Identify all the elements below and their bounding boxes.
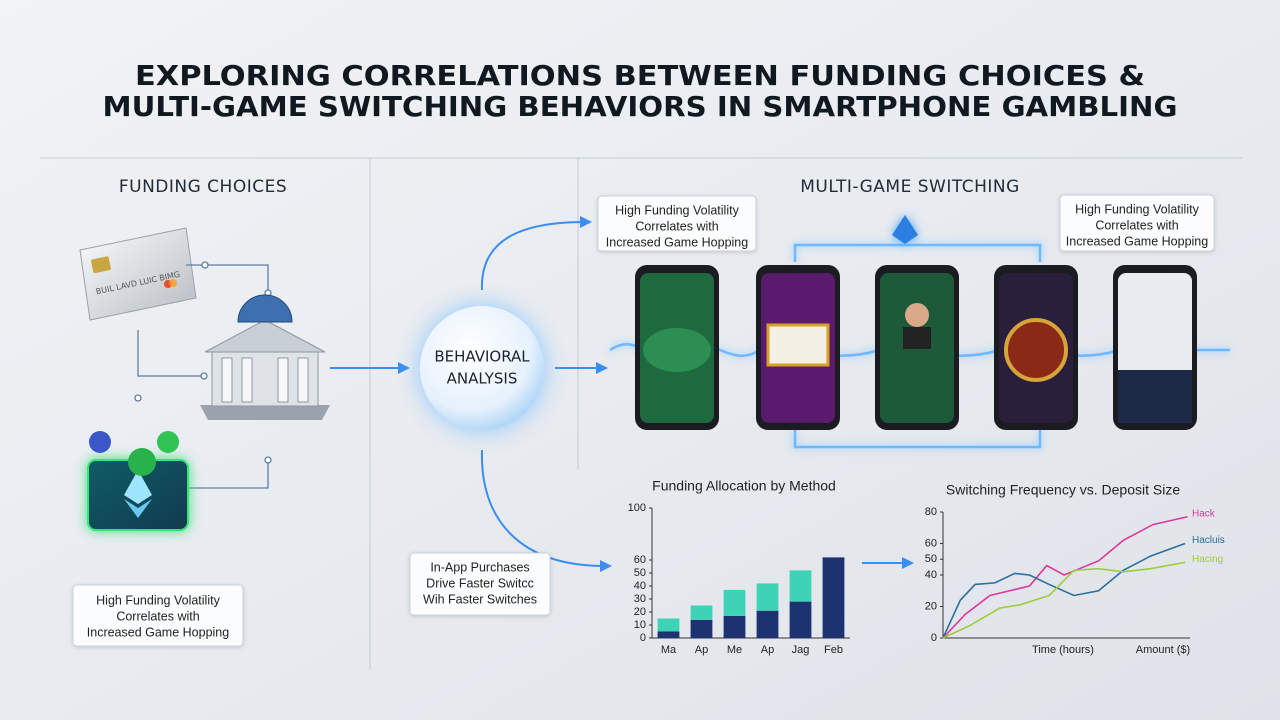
x-tick-label: Feb (824, 644, 843, 656)
x-axis-label: Amount ($) (1136, 644, 1190, 656)
y-tick-label: 60 (634, 554, 646, 566)
x-tick-label: Ma (661, 644, 677, 656)
arrow (480, 449, 606, 567)
x-tick-label: Jag (792, 644, 810, 656)
y-tick-label: 50 (925, 553, 937, 565)
bar-segment (789, 570, 812, 602)
y-tick-label: 50 (634, 567, 646, 579)
callout-box (72, 584, 244, 647)
y-tick-label: 20 (925, 600, 937, 612)
y-tick-label: 100 (628, 502, 646, 514)
y-tick-label: 20 (634, 606, 646, 618)
center-label: ANALYSIS (447, 370, 518, 388)
analysis-orb (420, 306, 544, 430)
callout-text: In-App Purchases (430, 560, 529, 574)
bar-segment (723, 589, 746, 616)
token-icon (892, 215, 918, 244)
bar-segment (657, 631, 680, 638)
x-tick-label: Ap (695, 644, 708, 656)
credit-card: BUIL LAVD LUIC BIMG (79, 227, 197, 321)
y-tick-label: 30 (634, 593, 646, 605)
glow-line (793, 243, 1042, 262)
callout-text: Increased Game Hopping (1066, 234, 1208, 248)
chart-title: Funding Allocation by Method (652, 478, 836, 494)
title-line: EXPLORING CORRELATIONS BETWEEN FUNDING C… (135, 59, 1145, 92)
callout-text: High Funding Volatility (96, 593, 220, 607)
y-tick-label: 80 (925, 506, 937, 518)
line-series (942, 515, 1188, 639)
wallet-icon (87, 431, 189, 531)
bar-segment (690, 605, 713, 620)
x-tick-label: Ap (761, 644, 774, 656)
y-tick-label: 0 (931, 632, 937, 644)
bar-segment (756, 583, 779, 611)
line-series (942, 542, 1186, 639)
bar-segment (690, 619, 713, 638)
arrow (480, 221, 586, 291)
bank-icon (200, 294, 330, 420)
callout-box (597, 195, 757, 252)
bar-segment (657, 618, 680, 632)
y-tick-label: 40 (634, 580, 646, 592)
y-tick-label: 0 (640, 632, 646, 644)
callout-text: Increased Game Hopping (87, 625, 229, 639)
section-heading: FUNDING CHOICES (119, 177, 287, 197)
callout-text: Correlates with (116, 609, 199, 623)
series-label: Hacluis (1192, 535, 1225, 546)
x-tick-label: Me (727, 644, 742, 656)
phones (635, 265, 1197, 430)
section-heading: MULTI-GAME SWITCHING (800, 177, 1020, 197)
center-label: BEHAVIORAL (434, 348, 530, 366)
callout-text: Correlates with (635, 219, 718, 233)
glow-line (793, 430, 1042, 449)
bar-segment (822, 557, 845, 638)
chart-title: Switching Frequency vs. Deposit Size (946, 482, 1180, 498)
line-series (942, 561, 1186, 639)
callout-text: High Funding Volatility (1075, 202, 1199, 216)
callout-text: Drive Faster Switcc (426, 576, 534, 590)
callout-text: Increased Game Hopping (606, 235, 748, 249)
bar-segment (789, 601, 812, 638)
bar-segment (756, 610, 779, 638)
y-tick-label: 60 (925, 537, 937, 549)
y-tick-label: 40 (925, 569, 937, 581)
callout-box (409, 552, 551, 616)
y-tick-label: 10 (634, 619, 646, 631)
bar-segment (723, 615, 746, 638)
series-label: Hacing (1192, 554, 1223, 565)
series-label: Hack (1192, 508, 1216, 519)
title-line: MULTI-GAME SWITCHING BEHAVIORS IN SMARTP… (103, 90, 1178, 123)
connectors (134, 261, 272, 489)
callout-text: High Funding Volatility (615, 203, 739, 217)
x-axis-label: Time (hours) (1032, 644, 1094, 656)
callout-text: Correlates with (1095, 218, 1178, 232)
callout-text: Wih Faster Switches (423, 592, 537, 606)
callout-box (1059, 194, 1215, 252)
